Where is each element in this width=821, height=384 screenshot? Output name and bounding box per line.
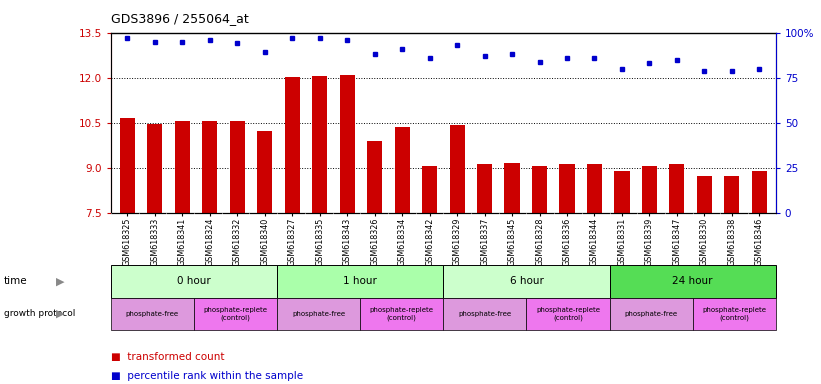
Bar <box>147 124 163 213</box>
Text: 1 hour: 1 hour <box>343 276 377 286</box>
Text: phosphate-free: phosphate-free <box>458 311 511 317</box>
Bar <box>202 121 218 213</box>
Bar <box>693 298 776 330</box>
Text: ■  percentile rank within the sample: ■ percentile rank within the sample <box>111 371 303 381</box>
Bar <box>422 166 437 213</box>
Bar <box>367 141 383 213</box>
Bar <box>312 76 328 213</box>
Bar <box>175 121 190 213</box>
Text: phosphate-free: phosphate-free <box>625 311 677 317</box>
Bar <box>724 176 740 213</box>
Bar <box>277 265 443 298</box>
Bar <box>194 298 277 330</box>
Bar <box>450 125 465 213</box>
Text: phosphate-replete
(control): phosphate-replete (control) <box>702 307 766 321</box>
Bar <box>230 121 245 213</box>
Bar <box>285 77 300 213</box>
Bar <box>111 265 277 298</box>
Text: time: time <box>4 276 28 286</box>
Bar <box>257 131 273 213</box>
Bar <box>559 164 575 213</box>
Bar <box>532 166 547 213</box>
Text: phosphate-free: phosphate-free <box>292 311 345 317</box>
Text: GDS3896 / 255064_at: GDS3896 / 255064_at <box>111 12 249 25</box>
Bar <box>443 298 526 330</box>
Bar <box>526 298 609 330</box>
Bar <box>443 265 609 298</box>
Bar <box>669 164 685 213</box>
Bar <box>609 265 776 298</box>
Text: ■  transformed count: ■ transformed count <box>111 352 224 362</box>
Text: 6 hour: 6 hour <box>510 276 544 286</box>
Bar <box>642 167 657 213</box>
Bar <box>120 118 135 213</box>
Bar <box>609 298 693 330</box>
Bar <box>395 127 410 213</box>
Bar <box>587 164 602 213</box>
Text: ▶: ▶ <box>56 309 64 319</box>
Bar <box>360 298 443 330</box>
Bar <box>277 298 360 330</box>
Text: phosphate-replete
(control): phosphate-replete (control) <box>536 307 600 321</box>
Bar <box>752 171 767 213</box>
Bar <box>340 75 355 213</box>
Text: growth protocol: growth protocol <box>4 310 76 318</box>
Text: 24 hour: 24 hour <box>672 276 713 286</box>
Bar <box>111 298 194 330</box>
Text: phosphate-replete
(control): phosphate-replete (control) <box>369 307 433 321</box>
Bar <box>504 163 520 213</box>
Text: 0 hour: 0 hour <box>177 276 211 286</box>
Bar <box>697 175 712 213</box>
Text: phosphate-free: phosphate-free <box>126 311 179 317</box>
Bar <box>477 164 492 213</box>
Text: ▶: ▶ <box>56 276 64 286</box>
Bar <box>614 171 630 213</box>
Text: phosphate-replete
(control): phosphate-replete (control) <box>204 307 268 321</box>
